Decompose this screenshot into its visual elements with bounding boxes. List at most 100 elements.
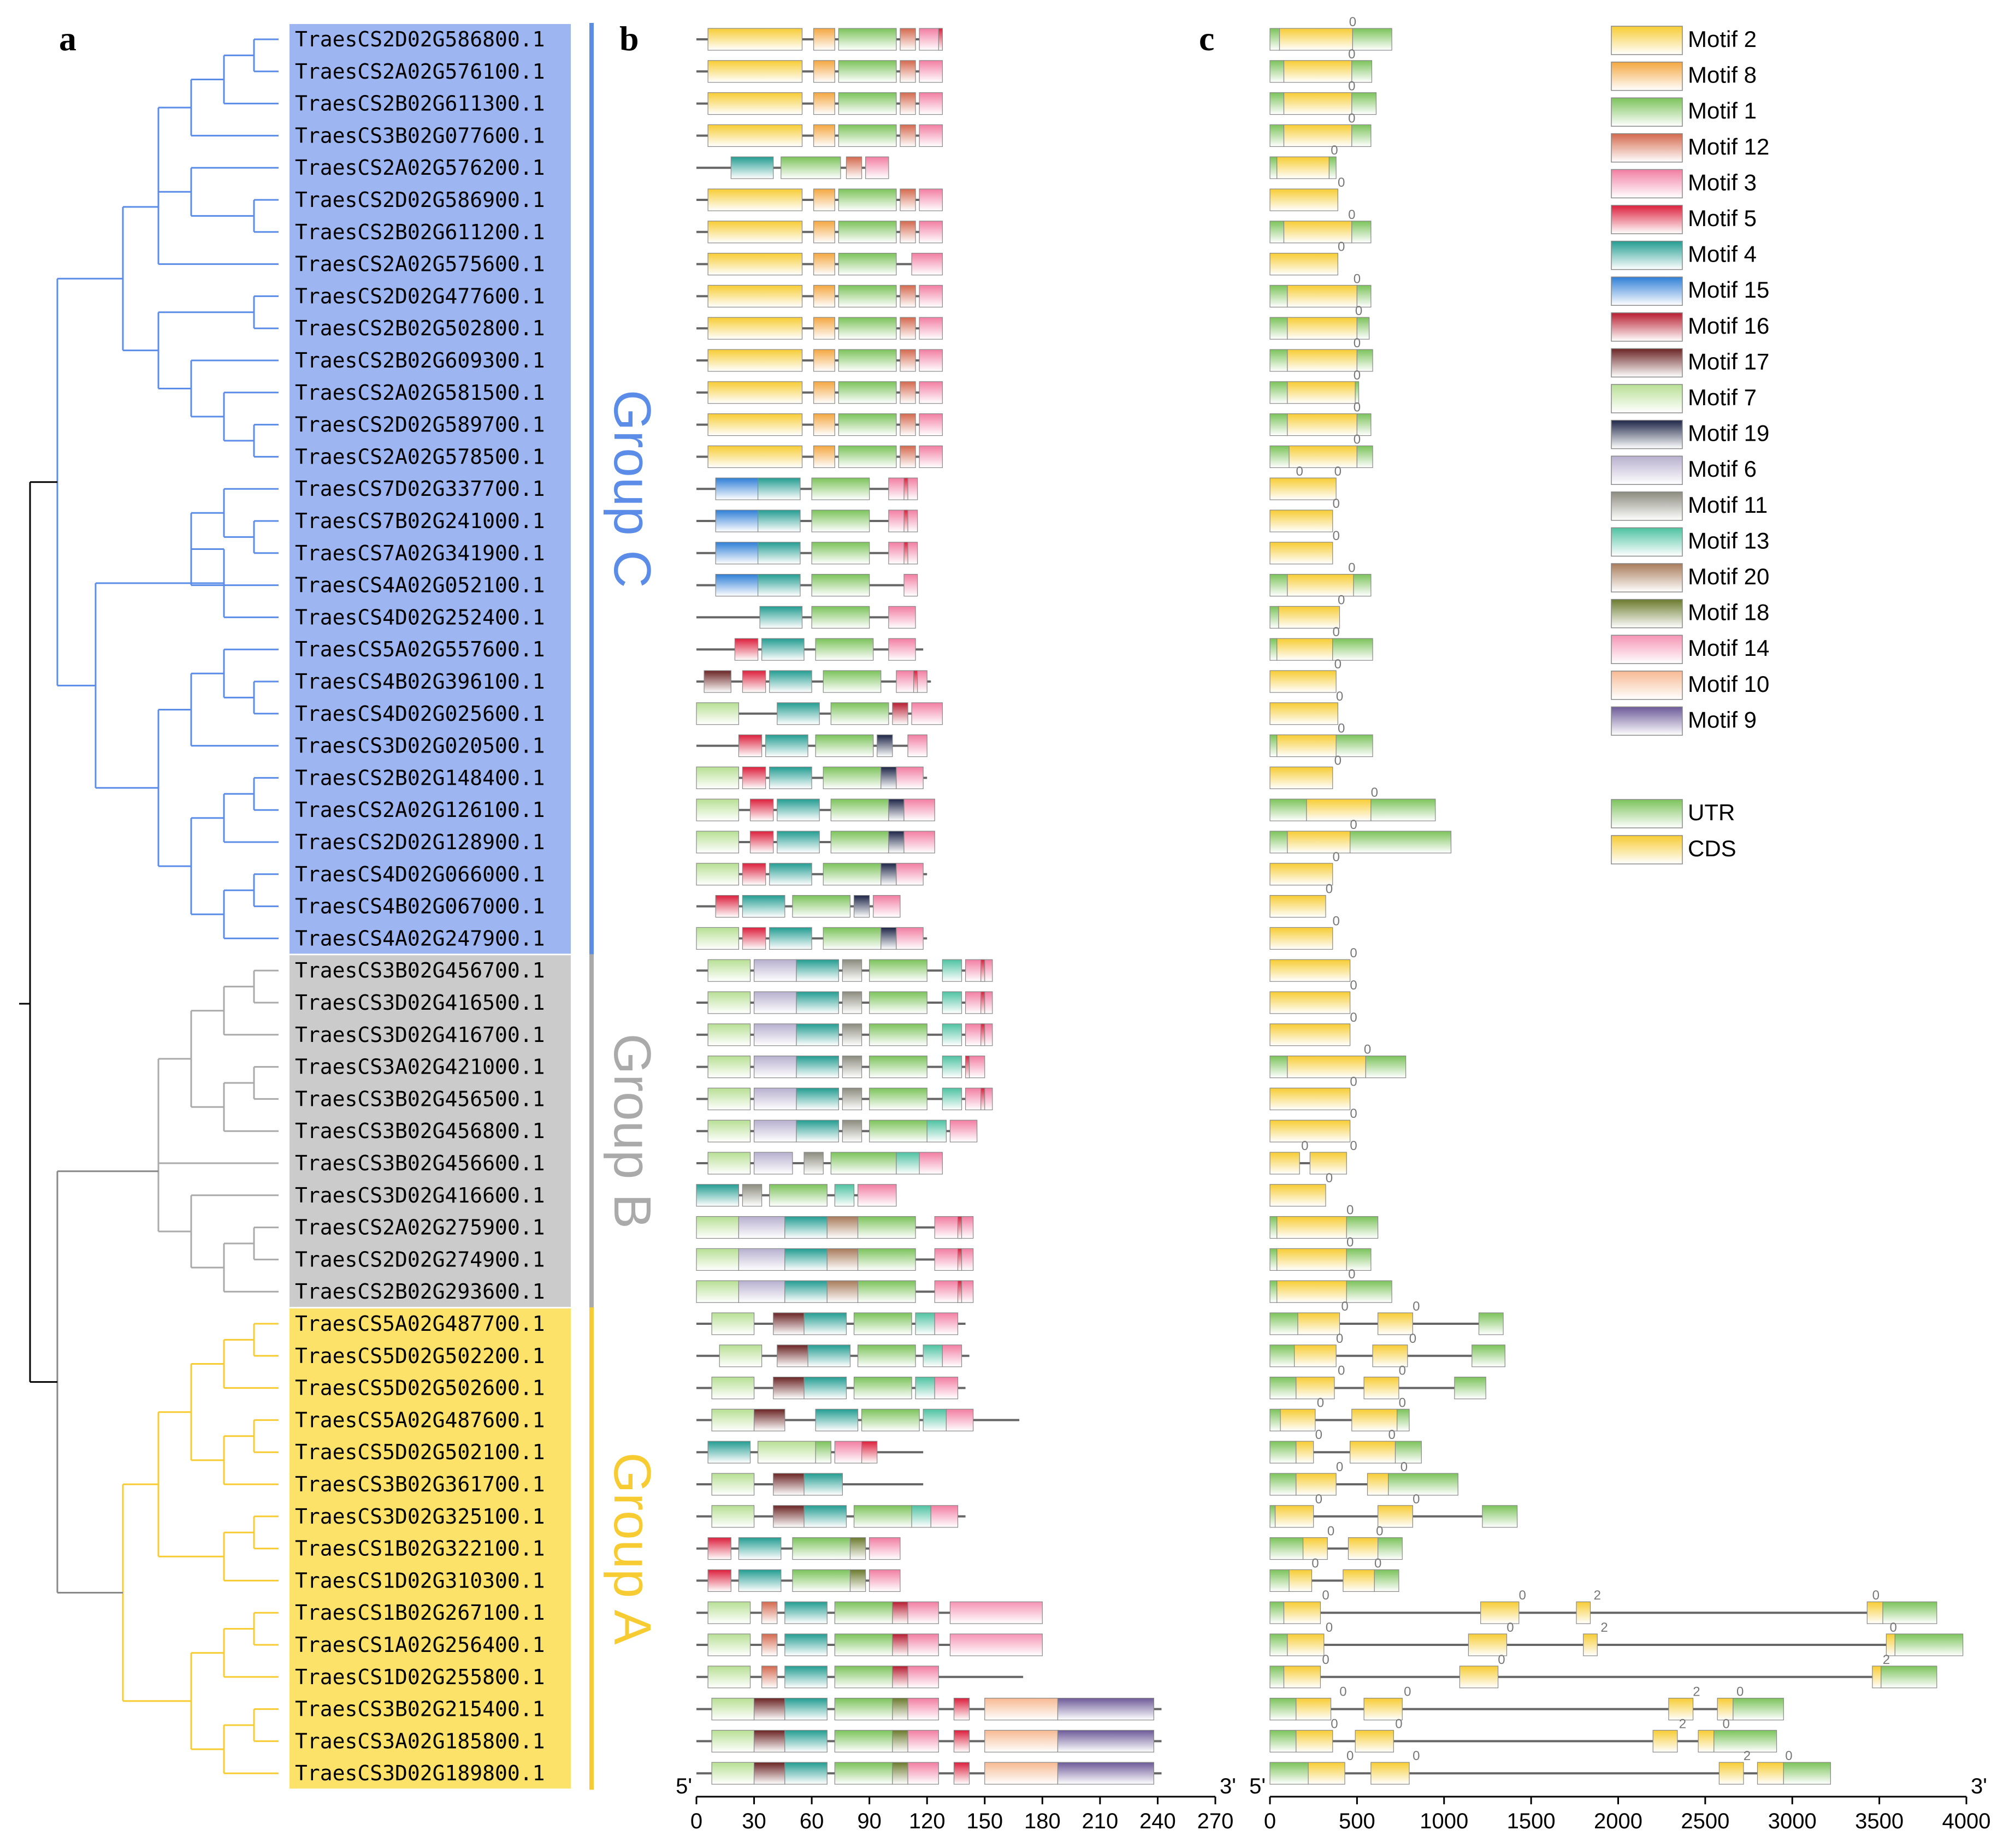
gene-label: TraesCS3B02G215400.1 bbox=[295, 1697, 545, 1721]
gene-label: TraesCS5A02G557600.1 bbox=[295, 637, 545, 661]
intron-phase-label: 0 bbox=[1350, 818, 1357, 832]
axis-b-tick-label: 270 bbox=[1197, 1809, 1234, 1833]
exon-CDS bbox=[1277, 1280, 1347, 1303]
intron-phase-label: 0 bbox=[1311, 1556, 1319, 1571]
motif-M3 bbox=[888, 606, 916, 629]
motif-M3 bbox=[896, 766, 924, 790]
motif-M1 bbox=[857, 1248, 916, 1271]
motif-M1 bbox=[838, 92, 897, 115]
gene-label: TraesCS2A02G575600.1 bbox=[295, 252, 545, 276]
motif-M1 bbox=[834, 1729, 893, 1752]
motif-M7 bbox=[696, 1248, 740, 1271]
gene-label: TraesCS5A02G487700.1 bbox=[295, 1312, 545, 1336]
motif-M5 bbox=[980, 959, 985, 982]
exon-UTR bbox=[1269, 1441, 1297, 1464]
intron-phase-label: 0 bbox=[1332, 529, 1339, 543]
tree-branch bbox=[29, 481, 57, 1383]
gene-label: TraesCS3B02G456800.1 bbox=[295, 1119, 545, 1143]
motif-M16 bbox=[892, 1666, 908, 1689]
motif-M11 bbox=[842, 1087, 862, 1111]
intron-phase-label: 0 bbox=[1350, 1010, 1357, 1025]
gene-label: TraesCS4D02G025600.1 bbox=[295, 702, 545, 726]
motif-M16 bbox=[892, 702, 908, 725]
intron-phase-label: 0 bbox=[1336, 1331, 1343, 1346]
intron-phase-label: 0 bbox=[1354, 432, 1361, 447]
gene-label: TraesCS2B02G148400.1 bbox=[295, 766, 545, 790]
gene-label: TraesCS1B02G267100.1 bbox=[295, 1601, 545, 1625]
tree-branch bbox=[253, 199, 279, 233]
motif-M3 bbox=[934, 1216, 974, 1239]
motif-M20 bbox=[826, 1248, 859, 1271]
motif-M5 bbox=[861, 1441, 878, 1464]
motif-M5 bbox=[742, 863, 766, 886]
motif-M3 bbox=[896, 670, 927, 693]
intron-phase-label: 0 bbox=[1498, 1652, 1505, 1667]
intron-phase-label: 0 bbox=[1315, 1492, 1322, 1507]
exon-UTR bbox=[1350, 831, 1452, 854]
motif-M13 bbox=[942, 1023, 962, 1046]
motif-M5 bbox=[953, 1729, 970, 1752]
motif-M1 bbox=[792, 1569, 851, 1592]
motif-M4 bbox=[807, 1344, 851, 1367]
intron-phase-label: 0 bbox=[1338, 1364, 1345, 1378]
intron-phase-label: 2 bbox=[1600, 1620, 1608, 1635]
motif-M1 bbox=[838, 124, 897, 147]
intron-phase-label: 0 bbox=[1399, 1364, 1406, 1378]
motif-M12 bbox=[900, 188, 916, 211]
tree-branch bbox=[253, 38, 279, 73]
tree-branch bbox=[190, 1363, 224, 1461]
intron-phase-label: 0 bbox=[1722, 1716, 1729, 1731]
axis-c-end-label: 3' bbox=[1971, 1774, 1987, 1798]
motif-M7 bbox=[707, 1120, 751, 1142]
exon-CDS bbox=[1757, 1762, 1784, 1785]
motif-M12 bbox=[900, 285, 916, 308]
motif-M6 bbox=[753, 1120, 797, 1142]
exon-CDS bbox=[1468, 1633, 1508, 1656]
motif-M11 bbox=[842, 1055, 862, 1079]
intron-phase-label: 0 bbox=[1338, 240, 1345, 254]
gene-label: TraesCS2D02G274900.1 bbox=[295, 1247, 545, 1271]
tree-branch bbox=[223, 889, 279, 939]
motif-M4 bbox=[761, 638, 805, 661]
motif-M17 bbox=[773, 1473, 805, 1496]
motif-M4 bbox=[777, 702, 820, 725]
tree-branch bbox=[223, 1082, 279, 1132]
intron-phase-label: 0 bbox=[1326, 1171, 1333, 1186]
motif-M3 bbox=[865, 156, 889, 179]
legend-swatch bbox=[1611, 240, 1683, 270]
motif-M7 bbox=[707, 1055, 751, 1079]
motif-M1 bbox=[838, 445, 897, 469]
motif-M5 bbox=[734, 638, 759, 661]
exon-CDS bbox=[1269, 477, 1337, 500]
tree-branch bbox=[253, 1419, 279, 1453]
intron-phase-label: 0 bbox=[1350, 1139, 1357, 1153]
legend-label: Motif 9 bbox=[1688, 707, 1757, 732]
exon-UTR bbox=[1269, 60, 1285, 83]
legend-swatch bbox=[1611, 205, 1683, 234]
exon-UTR bbox=[1346, 1248, 1372, 1271]
exon-CDS bbox=[1363, 1377, 1399, 1400]
motif-M5 bbox=[742, 766, 766, 790]
motif-M1 bbox=[838, 188, 897, 211]
intron-phase-label: 0 bbox=[1339, 1685, 1346, 1699]
motif-M20 bbox=[826, 1216, 859, 1239]
exon-UTR bbox=[1269, 1408, 1281, 1431]
group-label: Group B bbox=[603, 1033, 661, 1229]
motif-M4 bbox=[738, 1569, 782, 1592]
motif-M3 bbox=[907, 1633, 939, 1656]
motif-M11 bbox=[742, 1184, 763, 1207]
motif-M12 bbox=[900, 413, 916, 436]
legend-swatch bbox=[1611, 348, 1683, 378]
motif-M1 bbox=[838, 317, 897, 340]
exon-UTR bbox=[1269, 1377, 1297, 1400]
intron-phase-label: 0 bbox=[1395, 1716, 1402, 1731]
legend-label: Motif 18 bbox=[1688, 600, 1769, 625]
exon-CDS bbox=[1287, 317, 1357, 340]
gene-label: TraesCS1B02G322100.1 bbox=[295, 1537, 545, 1561]
motif-M4 bbox=[803, 1312, 847, 1335]
axis-c-tick-label: 2000 bbox=[1594, 1809, 1642, 1833]
legend-label: Motif 11 bbox=[1688, 492, 1768, 518]
group-box bbox=[289, 24, 571, 954]
legend-label: Motif 7 bbox=[1688, 384, 1757, 410]
motif-M1 bbox=[869, 1087, 927, 1111]
